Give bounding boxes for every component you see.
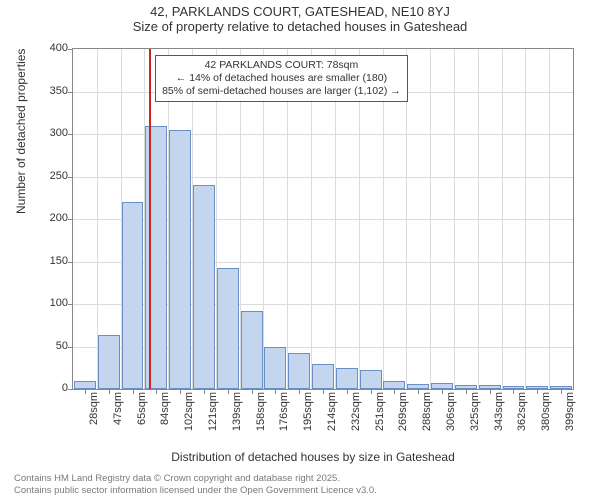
xtick-mark: [204, 389, 205, 394]
histogram-bar: [336, 368, 358, 389]
ytick-label: 100: [28, 297, 68, 309]
gridline-v: [454, 49, 455, 389]
ytick-label: 400: [28, 42, 68, 54]
ytick-mark: [68, 177, 73, 178]
chart-title-block: 42, PARKLANDS COURT, GATESHEAD, NE10 8YJ…: [0, 0, 600, 34]
footer-line-2: Contains public sector information licen…: [14, 485, 377, 496]
xtick-mark: [394, 389, 395, 394]
xtick-label: 102sqm: [183, 392, 195, 431]
ytick-mark: [68, 347, 73, 348]
ytick-mark: [68, 134, 73, 135]
chart-container: Number of detached properties 42 PARKLAN…: [48, 44, 578, 430]
xtick-mark: [252, 389, 253, 394]
xtick-label: 65sqm: [136, 392, 148, 425]
xtick-label: 214sqm: [326, 392, 338, 431]
annotation-line: 85% of semi-detached houses are larger (…: [162, 85, 401, 98]
xtick-label: 232sqm: [350, 392, 362, 431]
footer-line-1: Contains HM Land Registry data © Crown c…: [14, 473, 377, 484]
xtick-mark: [490, 389, 491, 394]
ytick-label: 200: [28, 212, 68, 224]
histogram-bar: [288, 353, 310, 389]
xtick-mark: [561, 389, 562, 394]
xtick-mark: [133, 389, 134, 394]
ytick-mark: [68, 49, 73, 50]
xtick-mark: [347, 389, 348, 394]
xtick-label: 399sqm: [564, 392, 576, 431]
histogram-bar: [312, 364, 334, 390]
xtick-label: 28sqm: [88, 392, 100, 425]
gridline-v: [478, 49, 479, 389]
xtick-mark: [466, 389, 467, 394]
histogram-bar: [241, 311, 263, 389]
histogram-bar: [74, 381, 96, 390]
histogram-bar: [360, 370, 382, 389]
xtick-mark: [513, 389, 514, 394]
histogram-bar: [383, 381, 405, 390]
annotation-box: 42 PARKLANDS COURT: 78sqm← 14% of detach…: [155, 55, 408, 102]
xtick-label: 362sqm: [516, 392, 528, 431]
xtick-mark: [323, 389, 324, 394]
histogram-bar: [98, 335, 120, 389]
xtick-label: 84sqm: [159, 392, 171, 425]
xtick-label: 176sqm: [278, 392, 290, 431]
gridline-v: [525, 49, 526, 389]
histogram-bar: [217, 268, 239, 389]
xtick-mark: [442, 389, 443, 394]
xtick-label: 343sqm: [493, 392, 505, 431]
histogram-bar: [193, 185, 215, 389]
histogram-bar: [122, 202, 144, 389]
title-address: 42, PARKLANDS COURT, GATESHEAD, NE10 8YJ: [0, 4, 600, 19]
plot-area: 42 PARKLANDS COURT: 78sqm← 14% of detach…: [72, 48, 574, 390]
ytick-mark: [68, 219, 73, 220]
xtick-label: 139sqm: [231, 392, 243, 431]
xtick-label: 158sqm: [255, 392, 267, 431]
xtick-mark: [371, 389, 372, 394]
histogram-bar: [264, 347, 286, 390]
xtick-label: 306sqm: [445, 392, 457, 431]
xtick-mark: [537, 389, 538, 394]
ytick-mark: [68, 92, 73, 93]
xtick-mark: [299, 389, 300, 394]
ytick-mark: [68, 262, 73, 263]
ytick-mark: [68, 304, 73, 305]
xtick-label: 121sqm: [207, 392, 219, 431]
xtick-mark: [418, 389, 419, 394]
ytick-label: 0: [28, 382, 68, 394]
xtick-mark: [156, 389, 157, 394]
xtick-label: 251sqm: [374, 392, 386, 431]
xtick-mark: [85, 389, 86, 394]
ytick-label: 150: [28, 255, 68, 267]
xtick-mark: [275, 389, 276, 394]
annotation-line: ← 14% of detached houses are smaller (18…: [162, 72, 401, 85]
xtick-mark: [109, 389, 110, 394]
gridline-v: [502, 49, 503, 389]
ytick-label: 350: [28, 85, 68, 97]
annotation-line: 42 PARKLANDS COURT: 78sqm: [162, 59, 401, 72]
gridline-v: [430, 49, 431, 389]
xtick-label: 325sqm: [469, 392, 481, 431]
histogram-bar: [169, 130, 191, 389]
ytick-label: 250: [28, 170, 68, 182]
x-axis-label: Distribution of detached houses by size …: [48, 450, 578, 464]
xtick-label: 195sqm: [302, 392, 314, 431]
xtick-label: 380sqm: [540, 392, 552, 431]
footer-attribution: Contains HM Land Registry data © Crown c…: [14, 473, 377, 496]
reference-line: [149, 49, 151, 389]
xtick-mark: [228, 389, 229, 394]
y-axis-label: Number of detached properties: [14, 49, 28, 214]
title-subtitle: Size of property relative to detached ho…: [0, 19, 600, 34]
ytick-label: 50: [28, 340, 68, 352]
xtick-label: 269sqm: [397, 392, 409, 431]
xtick-mark: [180, 389, 181, 394]
gridline-v: [549, 49, 550, 389]
xtick-label: 47sqm: [112, 392, 124, 425]
ytick-mark: [68, 389, 73, 390]
xtick-label: 288sqm: [421, 392, 433, 431]
ytick-label: 300: [28, 127, 68, 139]
